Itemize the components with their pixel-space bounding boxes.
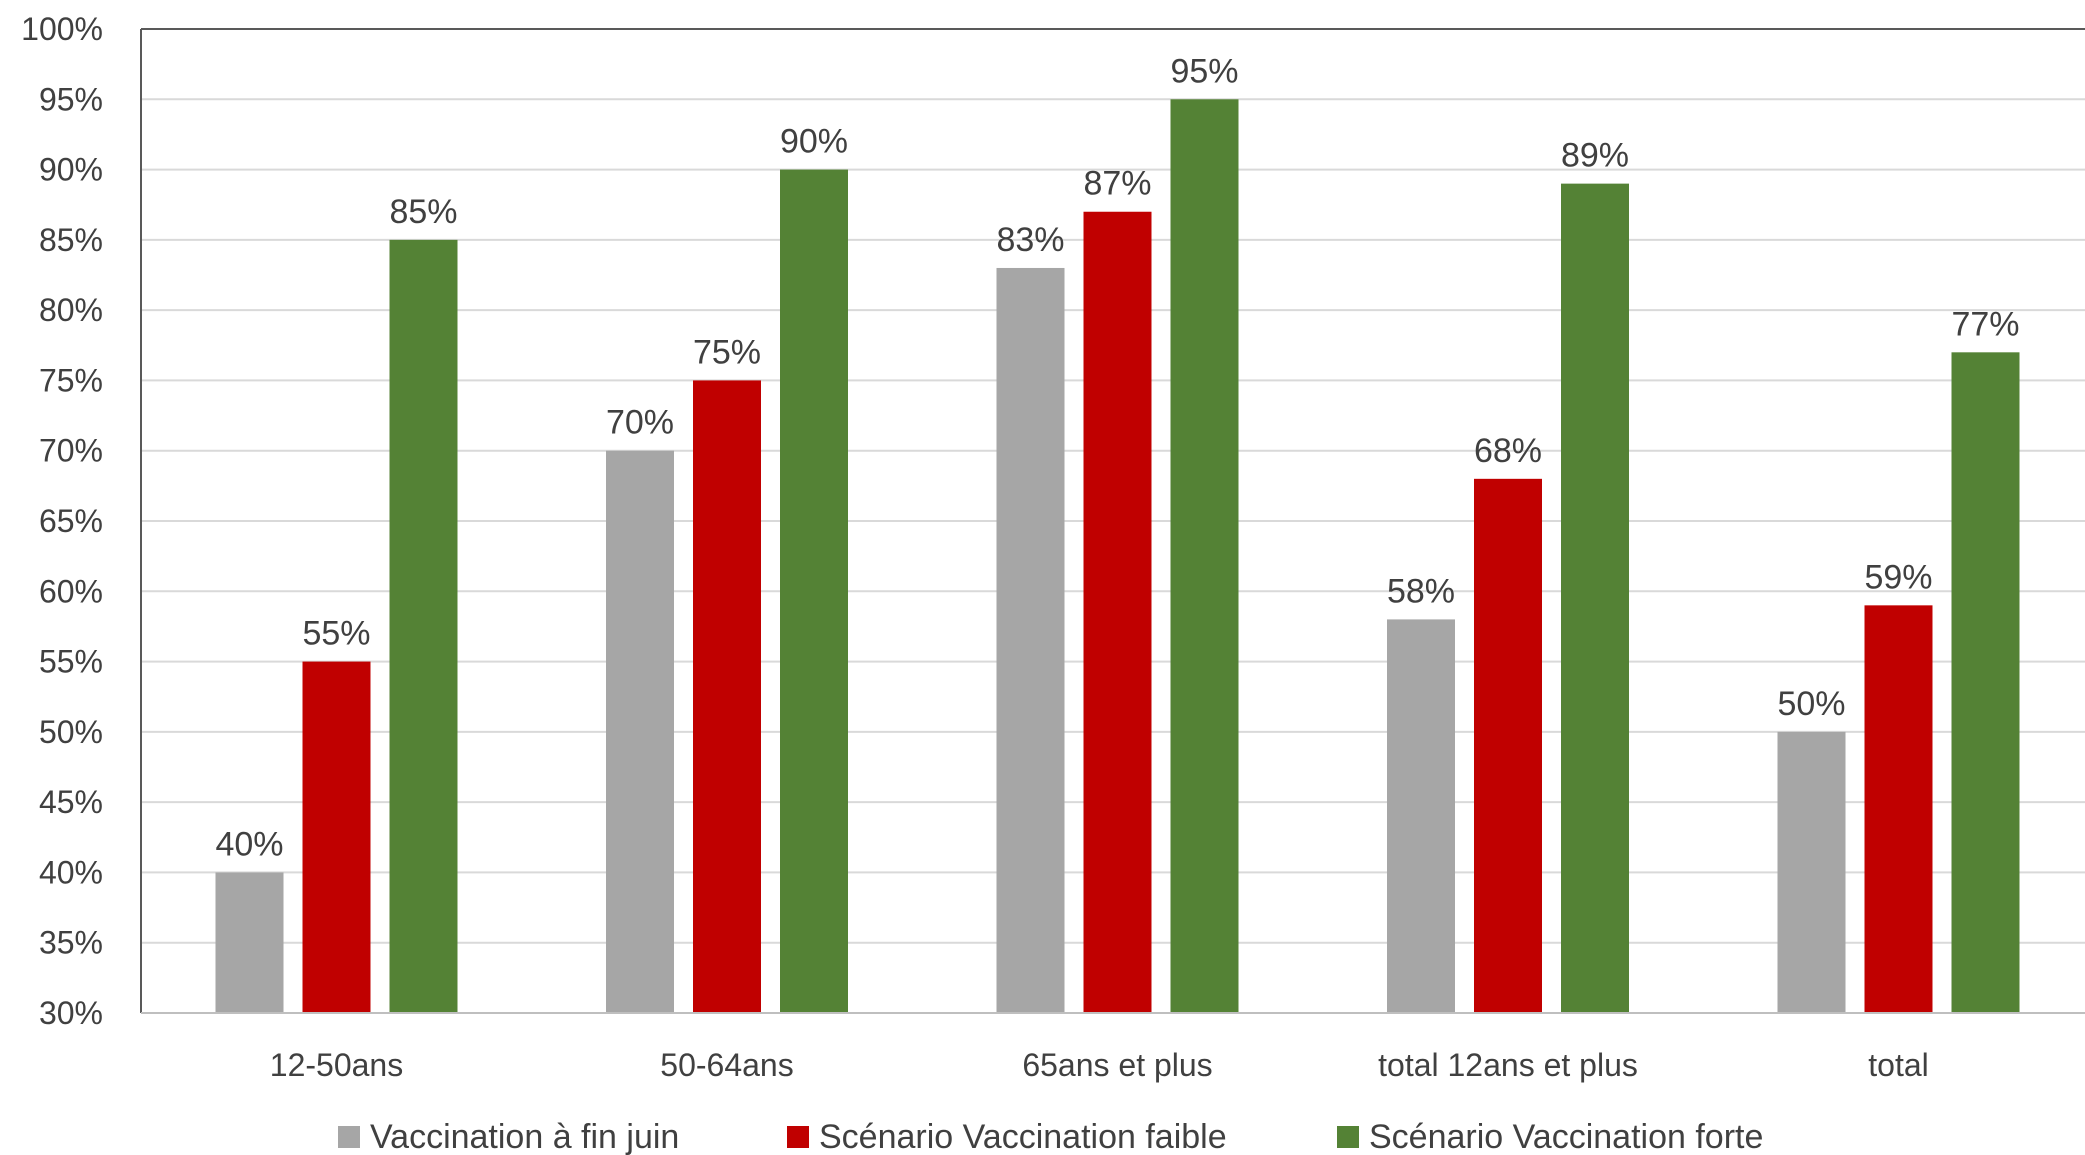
bar xyxy=(1474,478,1542,1013)
data-label: 50% xyxy=(1777,685,1845,723)
x-category-label: total xyxy=(1868,1047,1928,1083)
y-tick-label: 40% xyxy=(39,854,103,890)
bar xyxy=(693,380,761,1013)
bar xyxy=(780,169,848,1014)
x-category-label: total 12ans et plus xyxy=(1378,1047,1638,1083)
bar xyxy=(1170,99,1239,1014)
y-tick-label: 85% xyxy=(39,222,103,258)
data-label: 55% xyxy=(302,615,370,653)
legend-label: Vaccination à fin juin xyxy=(370,1118,679,1155)
data-label: 59% xyxy=(1864,558,1932,596)
x-category-label: 12-50ans xyxy=(270,1047,403,1083)
data-label: 83% xyxy=(996,221,1064,259)
bar xyxy=(215,872,284,1013)
y-tick-label: 65% xyxy=(39,503,103,539)
bar xyxy=(1777,731,1846,1013)
data-labels: 40% 55% 85% 70% 75% 90% 83% 87% 95% 58% 68% 89% 50% 5… xyxy=(215,52,2019,863)
data-label: 95% xyxy=(1170,52,1238,90)
legend-swatch xyxy=(338,1126,360,1148)
data-label: 77% xyxy=(1951,305,2019,343)
legend-label: Scénario Vaccination forte xyxy=(1369,1118,1763,1155)
bar xyxy=(1864,605,1933,1013)
y-tick-label: 100% xyxy=(21,11,103,47)
y-tick-label: 30% xyxy=(39,995,103,1031)
y-tick-label: 50% xyxy=(39,714,103,750)
data-label: 85% xyxy=(389,193,457,231)
y-tick-label: 55% xyxy=(39,644,103,680)
y-tick-label: 95% xyxy=(39,81,103,117)
bar xyxy=(389,239,458,1013)
data-label: 58% xyxy=(1387,572,1455,610)
legend-label: Scénario Vaccination faible xyxy=(819,1118,1227,1155)
data-label: 90% xyxy=(780,123,848,161)
y-tick-label: 45% xyxy=(39,784,103,820)
axes: 30% 35% 40% 45% 50% 55% 60% 65% 70% 75% 80% 85% 90% 9… xyxy=(21,11,2085,1083)
bar xyxy=(1083,211,1152,1013)
data-label: 70% xyxy=(606,404,674,442)
bars xyxy=(215,99,2020,1014)
legend-swatch xyxy=(787,1126,809,1148)
legend-swatch xyxy=(1337,1126,1359,1148)
bar xyxy=(302,661,371,1013)
legend-item: Scénario Vaccination forte xyxy=(1337,1118,1763,1155)
data-label: 40% xyxy=(215,825,283,863)
legend: Vaccination à fin juin Scénario Vaccinati… xyxy=(338,1118,1763,1155)
data-label: 75% xyxy=(693,333,761,371)
y-tick-label: 80% xyxy=(39,292,103,328)
y-tick-label: 60% xyxy=(39,573,103,609)
data-label: 68% xyxy=(1474,432,1542,470)
x-category-label: 65ans et plus xyxy=(1022,1047,1212,1083)
y-tick-label: 70% xyxy=(39,433,103,469)
y-tick-label: 90% xyxy=(39,152,103,188)
x-category-label: 50-64ans xyxy=(660,1047,793,1083)
y-tick-label: 75% xyxy=(39,362,103,398)
bar xyxy=(606,450,674,1013)
bar xyxy=(996,267,1065,1013)
legend-item: Vaccination à fin juin xyxy=(338,1118,679,1155)
legend-item: Scénario Vaccination faible xyxy=(787,1118,1227,1155)
data-label: 89% xyxy=(1561,137,1629,175)
y-tick-label: 35% xyxy=(39,925,103,961)
bar xyxy=(1561,183,1629,1014)
bar xyxy=(1951,352,2020,1013)
data-label: 87% xyxy=(1083,165,1151,203)
bar xyxy=(1387,619,1455,1013)
